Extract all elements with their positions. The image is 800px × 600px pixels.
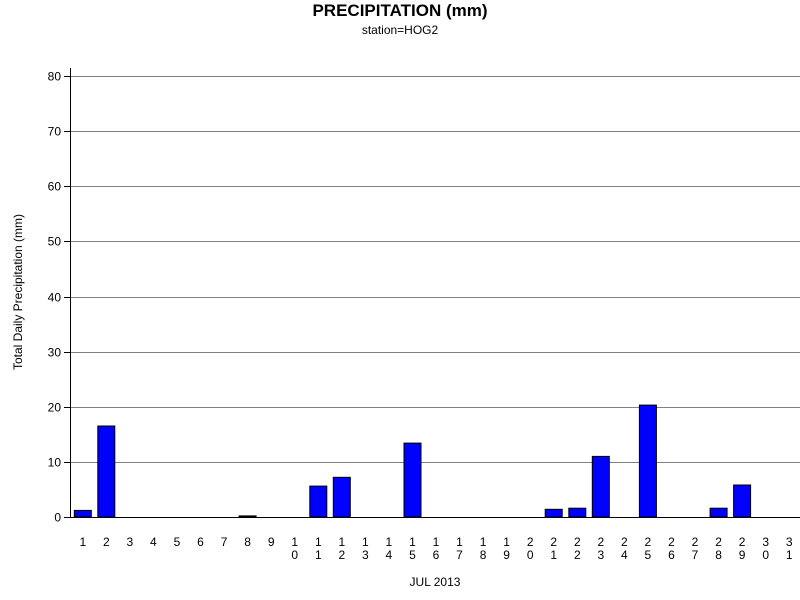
x-tick-label: 3 xyxy=(127,535,134,549)
y-tick-label: 20 xyxy=(48,401,62,415)
x-tick-label: 8 xyxy=(244,535,251,549)
bar-day-21 xyxy=(544,508,563,518)
bar-day-23 xyxy=(591,455,610,518)
bar-day-2 xyxy=(97,425,116,518)
x-tick-label: 4 xyxy=(150,535,157,549)
bar-day-11 xyxy=(309,485,328,518)
y-tick-label: 80 xyxy=(48,70,62,84)
chart-subtitle: station=HOG2 xyxy=(361,23,439,37)
bar-day-15 xyxy=(403,442,422,518)
y-tick-label: 30 xyxy=(48,346,62,360)
bar-day-25 xyxy=(638,404,657,518)
x-tick-label: 7 xyxy=(221,535,228,549)
x-tick-label: 6 xyxy=(197,535,204,549)
y-tick-label: 50 xyxy=(48,235,62,249)
x-tick-label: 1 xyxy=(79,535,86,549)
bar-day-8 xyxy=(238,515,257,518)
x-axis-label: JUL 2013 xyxy=(409,575,461,589)
chart-title: PRECIPITATION (mm) xyxy=(312,1,488,20)
x-tick-label: 2 xyxy=(103,535,110,549)
y-tick-label: 70 xyxy=(48,125,62,139)
bar-day-28 xyxy=(709,507,728,518)
bar-day-22 xyxy=(568,507,587,518)
y-tick-label: 40 xyxy=(48,291,62,305)
bar-day-29 xyxy=(733,484,752,518)
x-tick-label: 5 xyxy=(174,535,181,549)
bar-day-12 xyxy=(332,476,351,518)
y-tick-label: 60 xyxy=(48,180,62,194)
x-tick-label: 9 xyxy=(268,535,275,549)
y-tick-label: 10 xyxy=(48,456,62,470)
bar-day-1 xyxy=(73,509,92,518)
y-tick-label: 0 xyxy=(54,511,61,525)
